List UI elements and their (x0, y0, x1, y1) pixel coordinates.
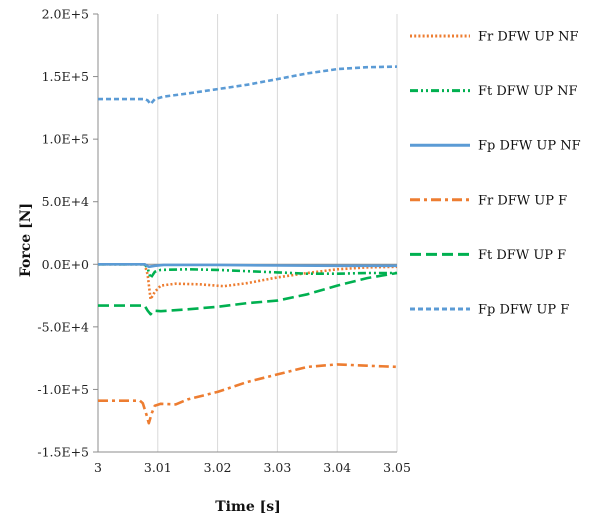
y-tick-label: 0.0E+0 (42, 257, 89, 272)
y-tick-label: 2.0E+5 (42, 7, 89, 22)
x-tick-label: 3.01 (144, 460, 172, 475)
y-tick-label: 1.5E+5 (42, 69, 89, 84)
legend-item: Ft DFW UP F (410, 248, 566, 263)
y-tick-label: 1.0E+5 (42, 132, 89, 147)
x-tick-label: 3.02 (204, 460, 232, 475)
y-axis-title: Force [N] (18, 203, 34, 277)
grid-lines (157, 14, 398, 452)
legend-item: Fr DFW UP F (410, 193, 567, 208)
legend: Fr DFW UP NF Ft DFW UP NF Fp DFW UP NF Fr D… (410, 30, 581, 318)
data-series (98, 65, 398, 425)
x-tick-label: 3 (94, 460, 102, 475)
legend-label: Fr DFW UP NF (478, 30, 579, 45)
y-tick-label: 5.0E+4 (42, 194, 89, 209)
series-ft-dfw-up-nf (98, 263, 397, 280)
series-ft-dfw-up-f (98, 271, 398, 316)
legend-label: Fp DFW UP F (478, 303, 569, 318)
series-fr-dfw-up-f (98, 363, 398, 425)
legend-item: Fr DFW UP NF (410, 30, 579, 45)
legend-label: Fp DFW UP NF (478, 139, 581, 154)
legend-label: Fr DFW UP F (478, 193, 567, 208)
y-tick-label: -1.5E+5 (37, 445, 89, 460)
axes (93, 13, 397, 453)
y-tick-label: -5.0E+4 (37, 319, 89, 334)
tick-labels: 3 3.01 3.02 3.03 3.04 3.05 2.0E+5 1.5E+5 1.0E+5 5… (37, 7, 411, 476)
series-fp-dfw-up-nf (98, 263, 397, 269)
legend-item: Ft DFW UP NF (410, 84, 578, 99)
legend-item: Fp DFW UP F (410, 303, 569, 318)
legend-label: Ft DFW UP NF (478, 84, 578, 99)
series-fp-dfw-up-f (98, 65, 398, 106)
legend-label: Ft DFW UP F (478, 248, 566, 263)
x-axis-title: Time [s] (215, 499, 280, 515)
x-tick-label: 3.05 (383, 460, 411, 475)
y-tick-label: -1.0E+5 (37, 382, 89, 397)
x-tick-label: 3.04 (323, 460, 351, 475)
legend-item: Fp DFW UP NF (410, 139, 581, 154)
x-tick-label: 3.03 (263, 460, 291, 475)
